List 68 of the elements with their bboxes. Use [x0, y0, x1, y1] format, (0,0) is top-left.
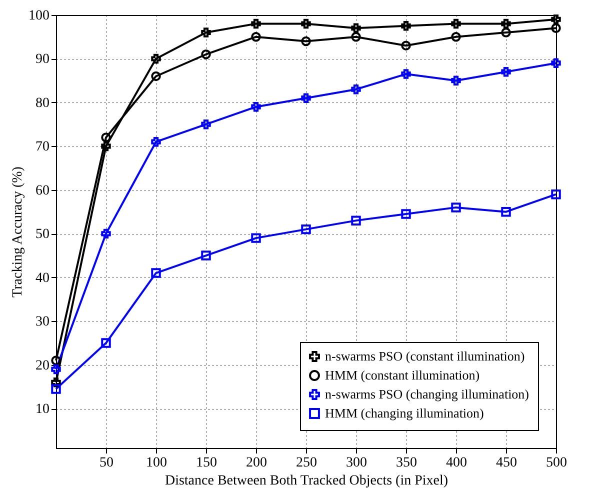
- point: [151, 136, 161, 147]
- x-tick-label: 250: [296, 456, 317, 470]
- point: [451, 32, 461, 42]
- point: [451, 76, 461, 86]
- point: [401, 209, 411, 219]
- point: [501, 18, 511, 29]
- point: [151, 54, 161, 64]
- point: [301, 224, 311, 234]
- point: [501, 66, 511, 77]
- x-tick-label: 200: [246, 456, 267, 470]
- point: [251, 233, 261, 243]
- x-axis-title: Distance Between Both Tracked Objects (in Pixel): [164, 474, 448, 488]
- x-tick-label: 400: [446, 456, 467, 470]
- legend-label: HMM (constant illumination): [325, 368, 480, 382]
- point: [451, 18, 461, 29]
- point: [251, 32, 261, 42]
- y-tick-label: 60: [36, 183, 50, 198]
- point: [351, 23, 361, 33]
- y-tick-label: 70: [36, 140, 50, 155]
- point: [51, 378, 61, 388]
- point: [201, 50, 211, 60]
- point: [301, 18, 311, 29]
- y-axis-title: Tracking Accuracy (%): [10, 166, 26, 298]
- point: [351, 84, 361, 94]
- point: [551, 189, 561, 200]
- point: [251, 102, 261, 112]
- point: [451, 202, 461, 212]
- point: [251, 18, 261, 29]
- y-tick-label: 50: [36, 227, 50, 242]
- point: [551, 14, 561, 24]
- y-tick-label: 10: [36, 402, 50, 418]
- y-tick-label: 80: [36, 96, 50, 111]
- point: [301, 36, 311, 46]
- x-tick-label: 150: [196, 456, 217, 470]
- x-tick-label: 350: [396, 456, 417, 470]
- y-tick-label: 90: [36, 52, 50, 68]
- legend-label: n-swarms PSO (changing illumination): [325, 386, 530, 402]
- y-tick-label: 40: [36, 270, 50, 286]
- point: [401, 21, 411, 31]
- legend-label: n-swarms PSO (constant illumination): [325, 348, 525, 364]
- point: [401, 69, 411, 79]
- point: [201, 119, 211, 130]
- point: [501, 206, 511, 217]
- point: [351, 216, 361, 226]
- point: [101, 338, 111, 348]
- y-tick-label: 30: [36, 314, 50, 330]
- point: [51, 384, 61, 394]
- x-tick-label: 500: [546, 456, 567, 470]
- x-tick-label: 300: [346, 456, 367, 470]
- x-tick-label: 450: [496, 456, 517, 470]
- legend-label: HMM (changing illumination): [325, 406, 484, 420]
- point: [351, 32, 361, 42]
- y-tick-label: 20: [36, 358, 50, 374]
- point: [551, 58, 561, 68]
- point: [101, 141, 111, 152]
- point: [301, 93, 311, 103]
- point: [151, 71, 161, 82]
- point: [151, 268, 161, 278]
- point: [101, 228, 111, 239]
- point: [201, 250, 211, 260]
- x-tick-label: 50: [100, 456, 114, 470]
- point: [101, 132, 111, 142]
- point: [201, 28, 211, 38]
- x-tick-label: 100: [146, 456, 167, 470]
- y-tick-label: 100: [28, 8, 50, 24]
- point: [51, 364, 61, 374]
- point: [401, 40, 411, 50]
- point: [501, 28, 511, 38]
